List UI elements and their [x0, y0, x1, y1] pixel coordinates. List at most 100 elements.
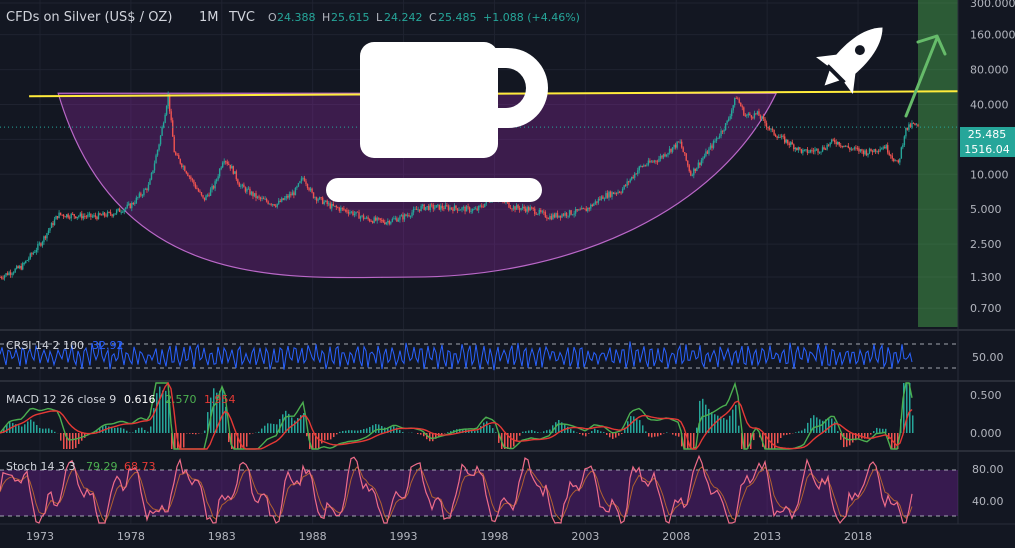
macd-histogram-bar [708, 408, 710, 433]
price-candle-body [790, 142, 792, 146]
price-candle-body [543, 211, 545, 213]
macd-histogram-bar [786, 433, 788, 435]
price-candle-body [31, 253, 33, 255]
price-candle-body [824, 149, 827, 151]
price-tick-label: 10.000 [970, 168, 1009, 181]
price-candle-body [509, 207, 512, 209]
macd-histogram-bar [558, 420, 560, 433]
price-candle-body [364, 218, 366, 220]
price-candle-body [100, 214, 103, 216]
macd-histogram-bar [375, 424, 377, 433]
price-candle-body [55, 216, 57, 220]
price-candle-body [696, 167, 698, 171]
macd-histogram-bar [729, 415, 731, 433]
price-candle-body [352, 211, 354, 216]
price-candle-body [587, 207, 589, 212]
price-candle-body [162, 122, 165, 127]
price-candle-body [753, 113, 756, 118]
price-candle-body [521, 206, 524, 209]
price-candle-body [381, 219, 383, 221]
price-candle-body [118, 208, 121, 213]
macd-histogram-bar [54, 431, 56, 433]
price-candle-body [717, 137, 719, 139]
macd-histogram-bar [45, 428, 47, 433]
macd-histogram-bar [510, 433, 512, 449]
signal-line [0, 381, 913, 450]
macd-histogram-bar [522, 431, 524, 433]
price-candle-body [181, 163, 183, 168]
price-candle-body [456, 208, 459, 211]
price-candle-body [229, 164, 231, 169]
price-candle-body [34, 252, 36, 253]
price-candle-body [406, 215, 409, 216]
price-candle-body [2, 277, 4, 279]
macd-histogram-bar [147, 431, 149, 433]
price-candle-body [203, 197, 206, 201]
price-candle-body [818, 152, 821, 154]
price-candle-body [793, 144, 795, 150]
price-candle-body [637, 170, 639, 175]
price-candle-body [770, 128, 772, 130]
price-candle-body [518, 207, 521, 210]
price-candle-body [217, 176, 219, 180]
price-candle-body [205, 195, 207, 201]
macd-histogram-bar [606, 433, 608, 435]
price-candle-body [702, 158, 704, 161]
price-candle-body [402, 215, 404, 220]
price-candle-body [850, 148, 853, 150]
price-candle-body [267, 201, 269, 204]
price-candle-body [917, 124, 919, 126]
price-candle-body [344, 209, 347, 211]
macd-histogram-bar [672, 433, 674, 435]
coffee-cup-icon [326, 42, 548, 202]
price-candle-body [726, 120, 728, 124]
macd-histogram-bar [66, 433, 68, 449]
macd-histogram-bar [441, 433, 443, 435]
macd-histogram-bar [876, 427, 878, 433]
price-candle-body [417, 209, 419, 211]
price-candle-body [553, 214, 556, 218]
price-candle-body [656, 161, 659, 163]
macd-histogram-bar [813, 415, 815, 433]
price-candle-body [120, 211, 122, 213]
macd-histogram-bar [135, 429, 137, 433]
price-candle-body [523, 206, 525, 209]
price-candle-body [56, 216, 59, 219]
macd-histogram-bar [207, 412, 209, 433]
high-value: 25.615 [331, 11, 370, 24]
chart-header: CFDs on Silver (US$ / OZ) 1M TVC O 24.38… [6, 10, 580, 25]
price-candle-body [658, 158, 660, 162]
macd-histogram-bar [39, 427, 41, 433]
price-candle-body [437, 204, 439, 206]
price-candle-body [582, 208, 584, 209]
price-candle-body [868, 148, 871, 154]
low-value: 24.242 [384, 11, 423, 24]
price-candle-body [600, 196, 603, 200]
price-candle-body [677, 141, 680, 143]
macd-histogram-bar [267, 423, 269, 433]
macd-histogram-bar [276, 424, 278, 433]
price-badge: 25.485 1516.04 [960, 127, 1015, 157]
macd-histogram-bar [834, 421, 836, 433]
macd-histogram-bar [321, 433, 323, 444]
price-candle-body [662, 154, 665, 158]
price-candle-body [75, 216, 77, 219]
time-tick-label: 1993 [390, 530, 418, 543]
price-candle-body [211, 186, 213, 190]
macd-value-2: 2.570 [165, 393, 197, 406]
price-candle-body [218, 169, 221, 177]
time-axis[interactable]: 1973 1978 1983 1988 1993 1998 2003 2008 2013 2018 [26, 530, 872, 543]
macd-histogram-bar [795, 432, 797, 433]
price-candle-body [690, 171, 692, 176]
price-candle-body [470, 211, 472, 212]
price-candle-body [168, 94, 171, 112]
price-candle-body [135, 197, 138, 204]
price-candle-body [388, 220, 391, 224]
price-candle-body [838, 141, 840, 146]
price-candle-body [532, 207, 534, 209]
price-candle-body [11, 273, 13, 275]
macd-histogram-bar [231, 433, 233, 449]
macd-histogram-bar [873, 431, 875, 433]
rocket-icon [816, 27, 883, 94]
